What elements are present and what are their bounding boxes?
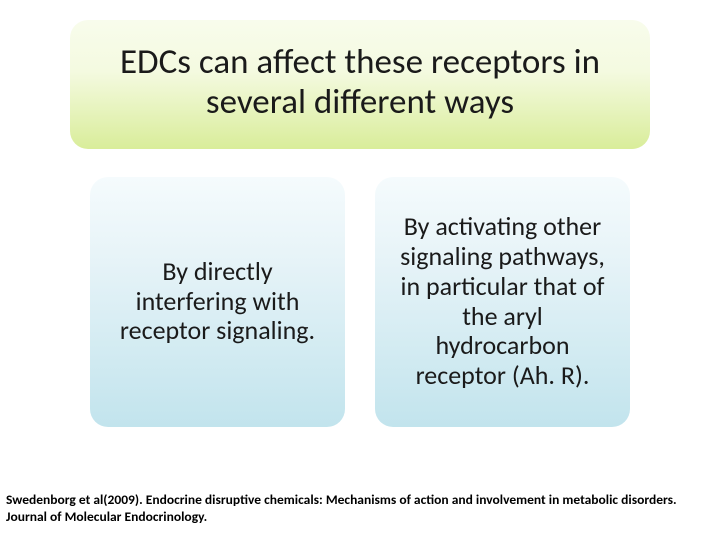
cards-row: By directly interfering with receptor si…: [40, 177, 680, 427]
slide-title: EDCs can affect these receptors in sever…: [100, 42, 620, 123]
card-left-text: By directly interfering with receptor si…: [108, 257, 327, 347]
card-left: By directly interfering with receptor si…: [90, 177, 345, 427]
card-right: By activating other signaling pathways, …: [375, 177, 630, 427]
citation-text: Swedenborg et al(2009). Endocrine disrup…: [6, 492, 710, 526]
title-box: EDCs can affect these receptors in sever…: [70, 20, 650, 149]
slide-container: EDCs can affect these receptors in sever…: [0, 0, 720, 540]
card-right-text: By activating other signaling pathways, …: [393, 212, 612, 391]
